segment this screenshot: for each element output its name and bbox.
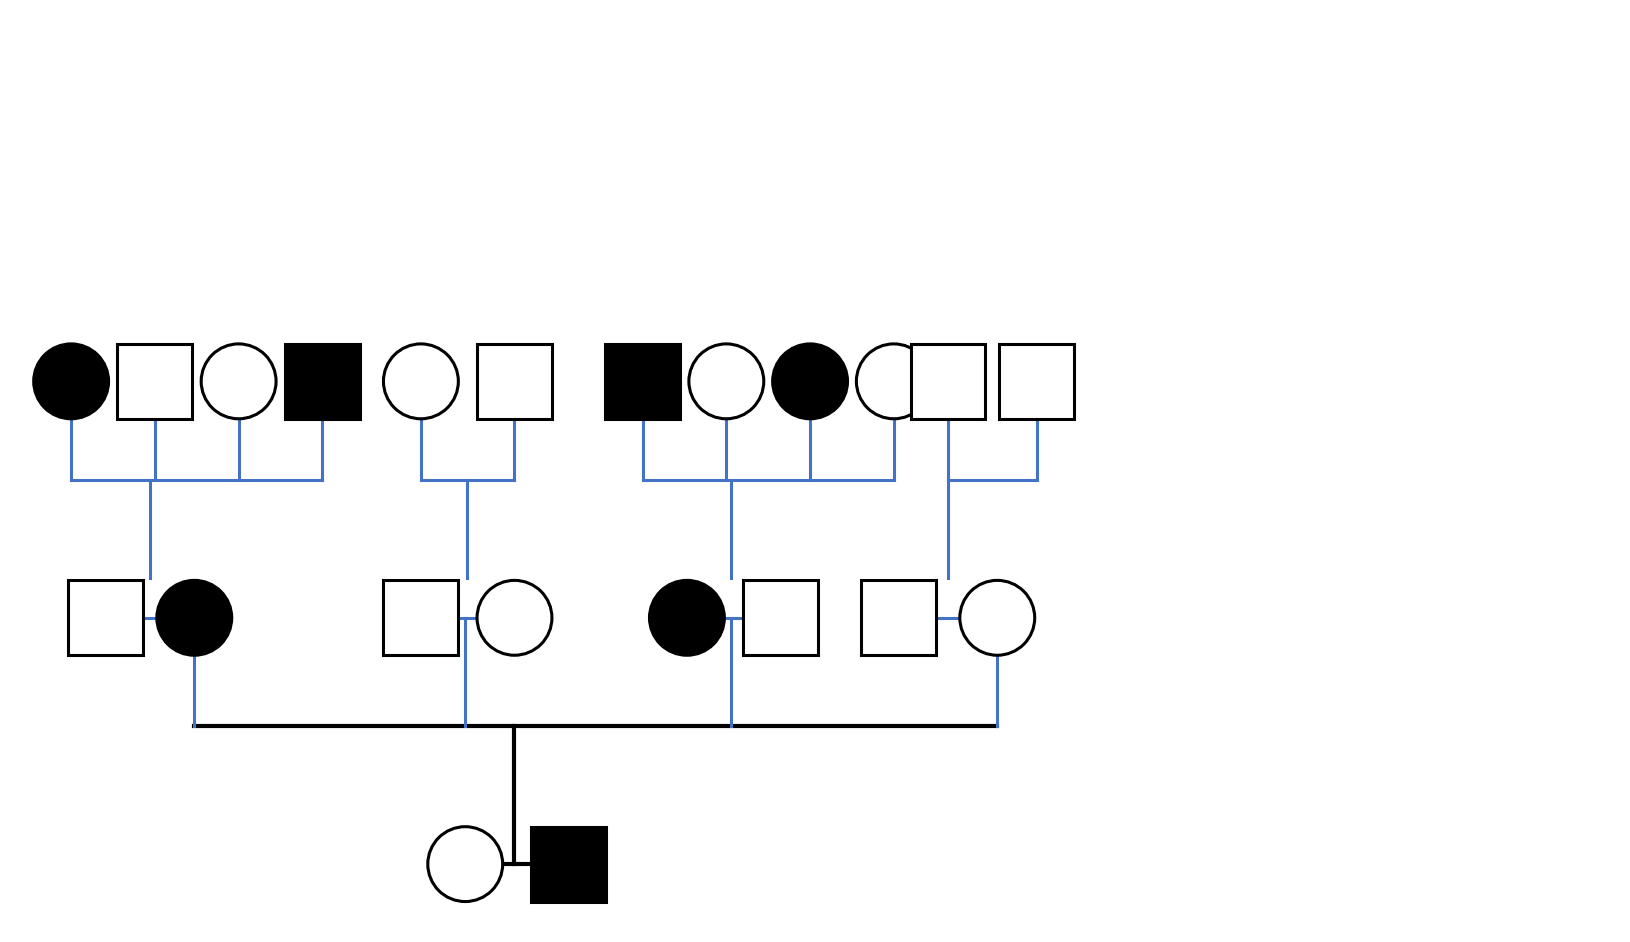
Bar (68, 580, 143, 656)
Bar (383, 580, 458, 656)
Circle shape (478, 580, 553, 656)
Bar (861, 580, 936, 656)
Circle shape (34, 344, 109, 419)
Bar (743, 580, 818, 656)
Circle shape (649, 580, 724, 656)
Circle shape (689, 344, 764, 419)
Circle shape (156, 580, 231, 656)
Bar (117, 344, 192, 419)
Bar (605, 344, 680, 419)
Bar (531, 827, 606, 901)
Circle shape (856, 344, 931, 419)
Circle shape (200, 344, 275, 419)
Circle shape (960, 580, 1035, 656)
Bar (999, 344, 1074, 419)
Bar (478, 344, 553, 419)
Circle shape (383, 344, 458, 419)
Bar (911, 344, 986, 419)
Bar (285, 344, 360, 419)
Circle shape (773, 344, 848, 419)
Circle shape (427, 827, 502, 901)
